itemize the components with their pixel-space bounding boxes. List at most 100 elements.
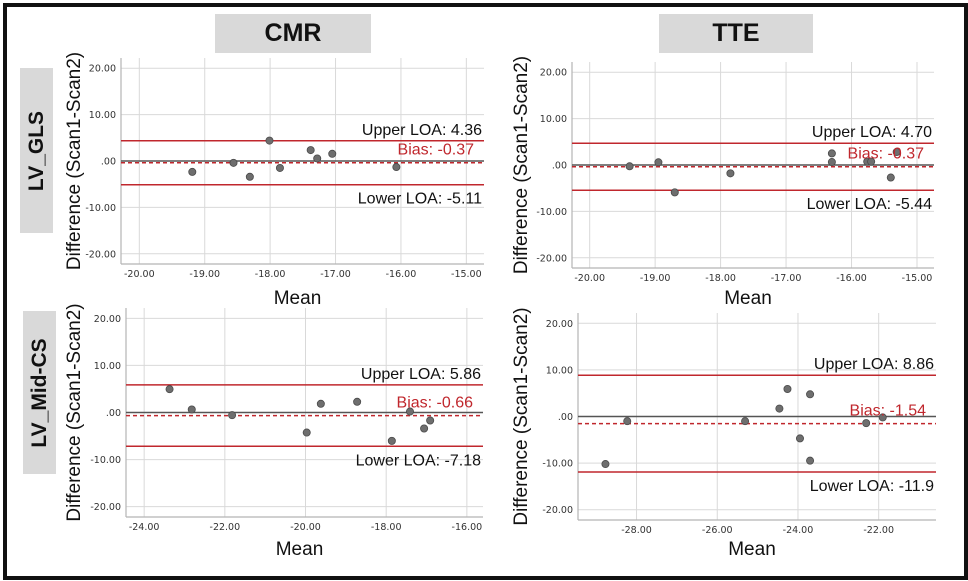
data-point	[275, 163, 284, 172]
data-point	[862, 419, 871, 428]
upper-loa-label: Upper LOA: 5.86	[361, 366, 481, 383]
y-tick-label: 10.00	[546, 365, 573, 376]
upper-loa-label: Upper LOA: 8.86	[814, 356, 934, 373]
x-tick-label: -16.00	[386, 269, 417, 280]
data-point	[827, 149, 836, 158]
y-tick-label: 20.00	[89, 64, 116, 75]
x-tick-label: -18.00	[255, 269, 286, 280]
data-point	[187, 405, 196, 414]
x-tick-label: -22.00	[863, 525, 894, 536]
y-tick-label: -20.00	[85, 249, 116, 260]
y-tick-label: -20.00	[90, 502, 121, 513]
y-tick-label: -20.00	[542, 505, 573, 516]
y-tick-label: 20.00	[540, 68, 567, 79]
x-axis-title: Mean	[728, 539, 776, 560]
upper-loa-label: Upper LOA: 4.36	[362, 122, 482, 139]
data-point	[806, 456, 815, 465]
bias-label: Bias: -0.37	[848, 146, 925, 163]
data-point	[726, 169, 735, 178]
y-tick-label: 10.00	[89, 110, 116, 121]
data-point	[245, 172, 254, 181]
data-point	[623, 417, 632, 426]
data-point	[892, 148, 901, 157]
y-tick-label: -10.00	[85, 203, 116, 214]
y-tick-label: 10.00	[94, 361, 121, 372]
data-point	[392, 163, 401, 172]
data-point	[306, 146, 315, 155]
y-tick-label: 10.00	[540, 114, 567, 125]
y-axis-title: Difference (Scan1-Scan2)	[64, 52, 85, 270]
x-tick-label: -18.00	[371, 522, 402, 533]
data-point	[302, 428, 311, 437]
data-point	[886, 173, 895, 182]
column-header-tte: TTE	[659, 14, 813, 53]
data-point	[878, 413, 887, 422]
data-point	[654, 158, 663, 167]
data-point	[775, 404, 784, 413]
data-point	[741, 417, 750, 426]
data-point	[353, 397, 362, 406]
data-point	[670, 188, 679, 197]
x-tick-label: -20.00	[124, 269, 155, 280]
y-tick-label: .00	[552, 161, 567, 172]
chart-panel-1: -20.00 -19.00 -18.00 -17.00 -16.00 -15.00 20.0…	[64, 52, 484, 309]
data-point	[387, 436, 396, 445]
y-tick-label: -10.00	[90, 455, 121, 466]
data-point	[188, 167, 197, 176]
column-header-cmr: CMR	[215, 14, 371, 53]
data-point	[601, 460, 610, 469]
data-point	[229, 158, 238, 167]
lower-loa-label: Lower LOA: -5.44	[807, 196, 933, 213]
y-axis-title: Difference (Scan1-Scan2)	[511, 56, 532, 274]
data-point	[806, 390, 815, 399]
x-tick-label: -19.00	[640, 273, 671, 284]
lower-loa-label: Lower LOA: -7.18	[356, 452, 482, 469]
chart-panel-4: -28.00 -26.00 -24.00 -22.00 20.00 10.00 .00 -10…	[511, 307, 936, 560]
x-tick-label: -19.00	[189, 269, 220, 280]
x-axis-title: Mean	[276, 539, 324, 560]
x-axis-title: Mean	[724, 288, 772, 309]
x-axis-title: Mean	[274, 288, 322, 309]
data-point	[328, 149, 337, 158]
data-point	[426, 416, 435, 425]
data-point	[265, 136, 274, 145]
y-tick-label: -10.00	[542, 459, 573, 470]
lower-loa-label: Lower LOA: -5.11	[358, 191, 482, 208]
x-tick-label: -16.00	[452, 522, 483, 533]
x-tick-label: -22.00	[210, 522, 241, 533]
y-tick-label: .00	[106, 408, 121, 419]
data-point	[165, 385, 174, 394]
data-point	[783, 384, 792, 393]
x-tick-label: -15.00	[451, 269, 482, 280]
x-tick-label: -18.00	[705, 273, 736, 284]
lower-loa-label: Lower LOA: -11.9	[810, 478, 934, 495]
y-axis-title: Difference (Scan1-Scan2)	[64, 303, 85, 521]
x-tick-label: -20.00	[290, 522, 321, 533]
upper-loa-label: Upper LOA: 4.70	[812, 124, 932, 141]
x-tick-label: -17.00	[320, 269, 351, 280]
data-point	[316, 399, 325, 408]
x-tick-label: -28.00	[621, 525, 652, 536]
figure-frame	[3, 3, 968, 580]
row-header-lv-gls: LV_GLS	[20, 68, 53, 233]
bias-label: Bias: -1.54	[850, 403, 927, 420]
x-tick-label: -16.00	[836, 273, 867, 284]
y-tick-label: .00	[558, 412, 573, 423]
x-tick-label: -24.00	[783, 525, 814, 536]
data-point	[420, 424, 429, 433]
y-tick-label: -20.00	[536, 253, 567, 264]
data-point	[625, 162, 634, 171]
data-point	[867, 157, 876, 166]
y-tick-label: 20.00	[94, 314, 121, 325]
x-tick-label: -24.00	[129, 522, 160, 533]
data-point	[795, 434, 804, 443]
y-tick-label: 20.00	[546, 319, 573, 330]
x-tick-label: -26.00	[702, 525, 733, 536]
chart-panel-2: -20.00 -19.00 -18.00 -17.00 -16.00 -15.00 20.0…	[511, 56, 934, 309]
x-tick-label: -15.00	[902, 273, 933, 284]
data-point	[313, 154, 322, 163]
y-tick-label: .00	[101, 157, 116, 168]
y-axis-title: Difference (Scan1-Scan2)	[511, 307, 532, 525]
bias-label: Bias: -0.37	[398, 142, 475, 159]
